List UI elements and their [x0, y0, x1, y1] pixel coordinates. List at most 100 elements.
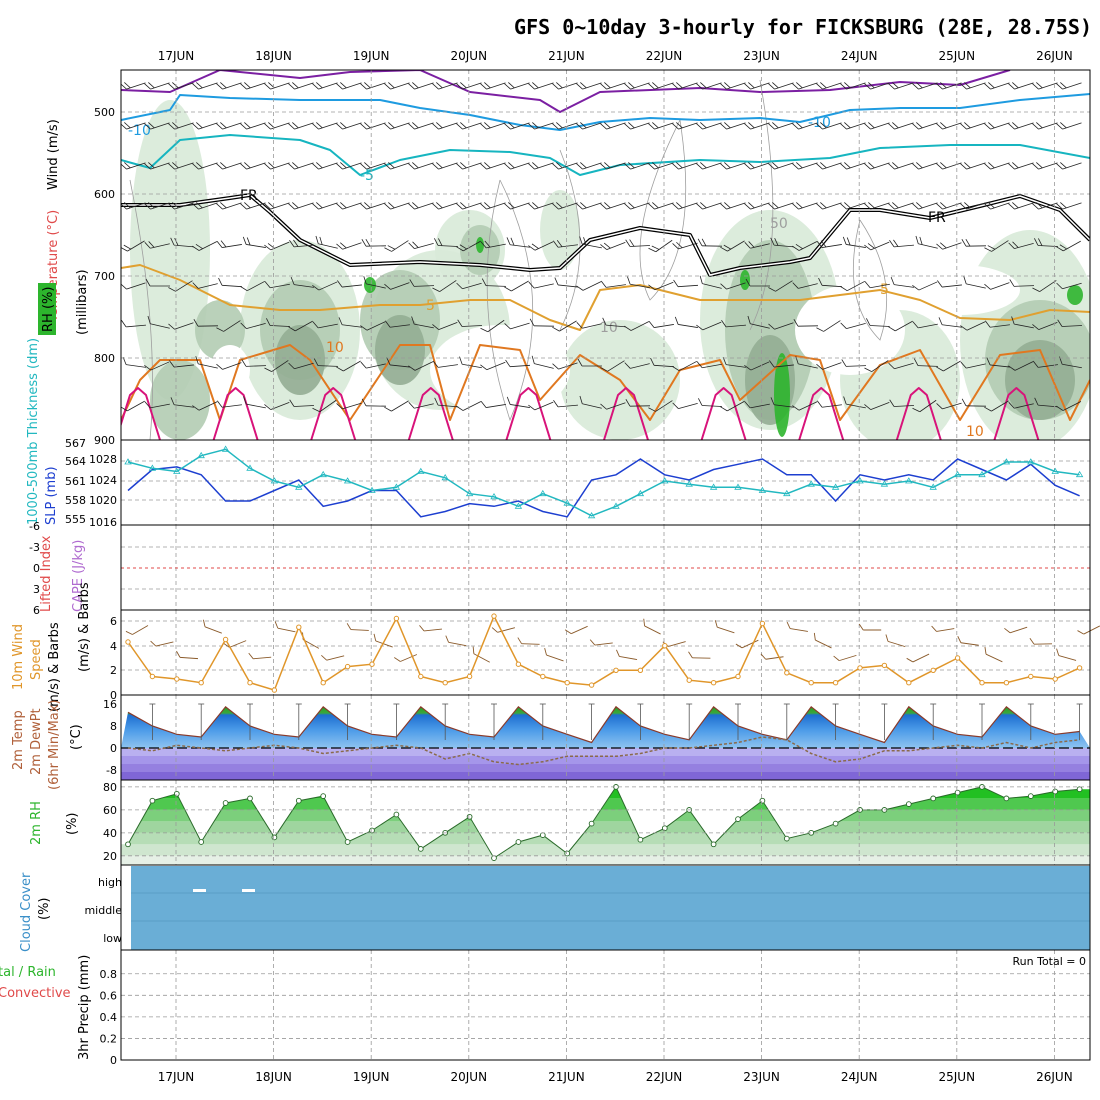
- li-tick: 3: [33, 583, 40, 596]
- rh-tick: 80: [103, 781, 117, 794]
- wind-speed-point: [686, 677, 692, 683]
- cloud-ylabel-1: Cloud Cover: [19, 872, 34, 952]
- wind-barb: [937, 280, 962, 288]
- wind-barb: [915, 235, 938, 249]
- wind-tick: 2: [110, 664, 117, 677]
- wind-barb: [121, 240, 145, 252]
- wind-barb: [168, 202, 194, 210]
- wind-ylabel-3: (m/s) & Barbs: [47, 622, 62, 712]
- surface-wind-barb: [786, 621, 808, 632]
- precip-tick: 0: [110, 1054, 117, 1067]
- wind-barb: [840, 322, 866, 329]
- wind-barb: [289, 399, 315, 407]
- wind-barb: [336, 360, 361, 372]
- wind-barb: [600, 162, 626, 170]
- wind-barb: [313, 358, 339, 367]
- wind-barb: [864, 82, 890, 90]
- rh-contour: [852, 219, 888, 341]
- wind-barb: [315, 235, 338, 249]
- wind-barb: [168, 280, 193, 292]
- surface-wind-barb: [445, 635, 467, 647]
- wind-speed-point: [540, 673, 546, 680]
- rh-band: [121, 809, 1090, 822]
- surface-wind-barb: [419, 625, 442, 632]
- wind-barb: [1009, 279, 1035, 287]
- wind-barb: [627, 276, 650, 289]
- wind-barb: [840, 122, 866, 130]
- wind-barb: [624, 122, 650, 130]
- wind-barb: [553, 400, 578, 408]
- thickness-point: [368, 486, 376, 493]
- wind-speed-point: [271, 687, 278, 693]
- wind-barb: [384, 282, 410, 290]
- surface-wind-barb: [858, 623, 882, 631]
- thickness-point: [124, 458, 132, 465]
- rh-base: [121, 855, 1090, 865]
- wind-barb: [602, 317, 626, 328]
- rh-point: [344, 839, 351, 845]
- wind-barb: [456, 82, 482, 90]
- wind-barb: [792, 202, 818, 210]
- bottom-date-label: 23JUN: [743, 1070, 780, 1084]
- thickness-tick: 564: [65, 455, 86, 468]
- rh-point: [491, 855, 497, 861]
- rh-point: [832, 820, 839, 827]
- top-date-label: 20JUN: [451, 49, 488, 63]
- wind-barb: [768, 322, 794, 330]
- wind-barb: [456, 240, 481, 252]
- rh-point: [198, 839, 205, 845]
- thickness-point: [173, 467, 181, 474]
- wind-barb: [434, 238, 459, 247]
- wind10m-panel: 6 4 2 0 10m Wind Speed (m/s) & Barbs (m/s) …: [11, 582, 1100, 712]
- wind-barb: [384, 162, 410, 170]
- surface-wind-barb: [491, 627, 516, 633]
- wind-barb: [216, 240, 242, 248]
- surface-wind-barb: [517, 637, 540, 645]
- wind-barb: [432, 360, 458, 368]
- wind-barb: [121, 162, 146, 170]
- run-total: Run Total = 0: [1013, 955, 1087, 968]
- precip-tick: 0.2: [100, 1032, 118, 1045]
- top-date-label: 23JUN: [743, 49, 780, 63]
- bottom-date-label: 22JUN: [646, 1070, 683, 1084]
- temp-contour-15: [993, 387, 1040, 440]
- wind-barb: [312, 202, 338, 210]
- wind-barb: [432, 122, 458, 130]
- wind-barb: [168, 322, 194, 330]
- top-date-label: 24JUN: [841, 49, 878, 63]
- temp-contour-15: [603, 387, 649, 440]
- wind-barb: [240, 82, 266, 90]
- wind-barb: [600, 242, 626, 250]
- wind-barb: [960, 202, 986, 210]
- wind-barb: [192, 82, 218, 90]
- thickness-point: [856, 477, 864, 484]
- wind-barb: [408, 82, 434, 90]
- wind-barb: [674, 316, 698, 328]
- surface-wind-barb: [589, 639, 613, 646]
- wind-barb: [843, 396, 866, 409]
- wind-barb: [528, 401, 554, 411]
- surface-wind-barb: [643, 618, 661, 635]
- temp-grid: [175, 695, 1055, 780]
- wind-barb: [480, 162, 506, 170]
- cloud-gap-2: [242, 889, 255, 892]
- contour-label: 10: [326, 340, 344, 356]
- stability-ticks: -6 -3 0 3 6: [29, 520, 40, 617]
- wind-barb: [216, 320, 241, 332]
- wind-speed-point: [344, 663, 351, 670]
- wind-barb: [552, 82, 578, 90]
- temp-content: [121, 703, 1090, 780]
- wind-barb: [624, 362, 650, 369]
- wind-barb: [961, 238, 987, 247]
- wind-barb: [216, 202, 242, 210]
- surface-wind-barb: [760, 653, 784, 660]
- thickness-point: [514, 502, 523, 509]
- wind-barb: [336, 82, 362, 90]
- surface-wind-barb: [394, 654, 418, 662]
- wind-barb: [456, 162, 482, 170]
- wind-speed-point: [979, 680, 985, 686]
- temp-ticks: 16 8 0 -8: [103, 698, 117, 777]
- rh-contour: [639, 119, 687, 301]
- rh-line: [127, 785, 1080, 859]
- stability-panel: -6 -3 0 3 6 Lifted Index CAPE (J/kg): [29, 520, 1091, 617]
